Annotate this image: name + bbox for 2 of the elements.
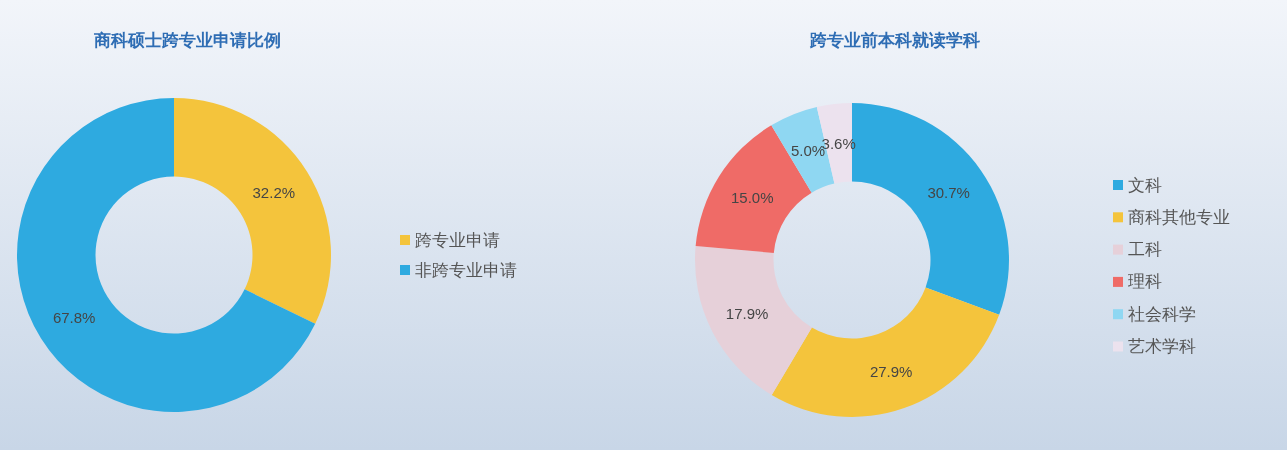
title: 商科硕士跨专业申请比例 [93,30,281,50]
title: 跨专业前本科就读学科 [810,30,980,50]
